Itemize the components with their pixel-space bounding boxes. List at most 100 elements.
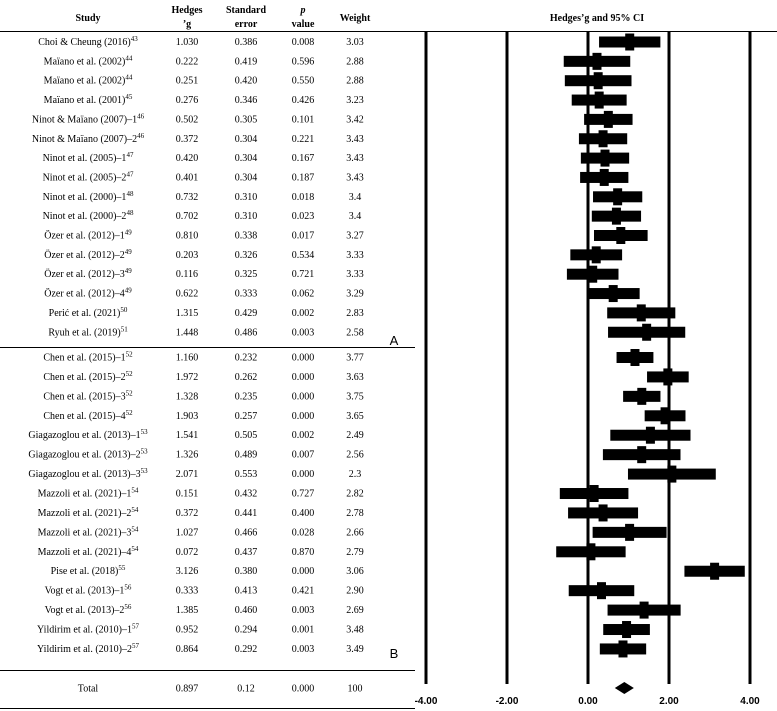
standard-error-value: 0.294: [235, 625, 258, 636]
study-name: Özer et al. (2012)–449: [44, 287, 132, 300]
point-estimate: [618, 640, 628, 658]
weight-value: 3.33: [346, 250, 364, 261]
point-estimate: [637, 387, 647, 405]
weight-value: 3.65: [346, 411, 364, 422]
study-name: Yildirim et al. (2010)–257: [37, 642, 140, 655]
weight-value: 2.69: [346, 605, 364, 616]
standard-error-value: 0.305: [235, 114, 258, 125]
study-reference: 54: [131, 487, 139, 495]
weight-value: 3.29: [346, 289, 364, 300]
hedges-g-value: 0.702: [176, 211, 199, 222]
hedges-g-value: 0.276: [176, 95, 199, 106]
hedges-g-value: 1.385: [176, 605, 199, 616]
header-hedges-g: ’g: [183, 19, 191, 30]
standard-error-value: 0.304: [235, 172, 258, 183]
study-name: Mazzoli et al. (2021)–254: [38, 506, 139, 519]
total-hedges-g: 0.897: [176, 684, 199, 695]
standard-error-value: 0.338: [235, 231, 258, 242]
point-estimate: [663, 368, 673, 386]
weight-value: 2.56: [346, 450, 364, 461]
weight-value: 2.88: [346, 76, 364, 87]
weight-value: 3.49: [346, 644, 364, 655]
study-name: Ryuh et al. (2019)51: [48, 325, 128, 338]
weight-value: 2.58: [346, 327, 364, 338]
standard-error-value: 0.232: [235, 353, 258, 364]
study-name: Chen et al. (2015)–152: [43, 351, 133, 364]
standard-error-value: 0.441: [235, 508, 258, 519]
point-estimate: [598, 504, 608, 522]
weight-value: 2.83: [346, 308, 364, 319]
total-p-value: 0.000: [292, 684, 315, 695]
p-value: 0.400: [292, 508, 315, 519]
study-name: Özer et al. (2012)–349: [44, 267, 132, 280]
weight-value: 3.03: [346, 37, 364, 48]
point-estimate: [642, 323, 652, 341]
x-tick-label: -4.00: [415, 696, 438, 707]
hedges-g-value: 0.401: [176, 172, 199, 183]
study-name: Vogt et al. (2013)–156: [45, 584, 132, 597]
weight-value: 3.63: [346, 372, 364, 383]
hedges-g-value: 0.151: [176, 489, 199, 500]
study-reference: 44: [125, 74, 133, 82]
p-value: 0.000: [292, 469, 315, 480]
standard-error-value: 0.553: [235, 469, 258, 480]
hedges-g-value: 1.160: [176, 353, 199, 364]
study-reference: 53: [141, 428, 149, 436]
header-weight: Weight: [340, 13, 371, 24]
weight-value: 3.43: [346, 172, 364, 183]
hedges-g-value: 0.372: [176, 134, 199, 145]
hedges-g-value: 0.622: [176, 289, 199, 300]
study-reference: 51: [121, 325, 129, 333]
p-value: 0.534: [292, 250, 315, 261]
study-reference: 52: [126, 389, 134, 397]
study-name: Ninot & Maïano (2007)–146: [32, 112, 145, 125]
study-name: Chen et al. (2015)–252: [43, 370, 133, 383]
study-reference: 49: [125, 267, 133, 275]
p-value: 0.870: [292, 547, 315, 558]
p-value: 0.003: [292, 644, 315, 655]
header-p: p: [300, 5, 306, 16]
header-study: Study: [75, 13, 100, 24]
pooled-effect-diamond: [614, 682, 634, 694]
standard-error-value: 0.310: [235, 211, 258, 222]
p-value: 0.721: [292, 269, 315, 280]
study-reference: 43: [131, 35, 139, 43]
total-standard-error: 0.12: [237, 684, 255, 695]
standard-error-value: 0.326: [235, 250, 258, 261]
hedges-g-value: 1.448: [176, 327, 199, 338]
hedges-g-value: 0.116: [176, 269, 198, 280]
point-estimate: [598, 130, 608, 148]
study-name: Perić et al. (2021)50: [49, 306, 128, 319]
p-value: 0.000: [292, 372, 315, 383]
hedges-g-value: 1.030: [176, 37, 199, 48]
x-tick-label: -2.00: [496, 696, 519, 707]
study-name: Maïano et al. (2002)44: [44, 74, 133, 87]
point-estimate: [594, 91, 604, 109]
point-estimate: [639, 601, 649, 619]
point-estimate: [622, 621, 632, 639]
standard-error-value: 0.235: [235, 391, 258, 402]
study-name: Yildirim et al. (2010)–157: [37, 623, 140, 636]
study-name: Pise et al. (2018)55: [51, 564, 126, 577]
study-name: Maïano et al. (2001)45: [44, 93, 133, 106]
study-name: Ninot et al. (2000)–248: [43, 209, 134, 222]
hedges-g-value: 0.420: [176, 153, 199, 164]
study-name: Mazzoli et al. (2021)–354: [38, 525, 139, 538]
hedges-g-value: 1.972: [176, 372, 199, 383]
plot-title: Hedges’g and 95% CI: [550, 13, 644, 24]
study-reference: 56: [124, 584, 132, 592]
p-value: 0.018: [292, 192, 315, 203]
study-reference: 48: [126, 209, 134, 217]
header-standard: Standard: [226, 5, 266, 16]
weight-value: 3.33: [346, 269, 364, 280]
study-name: Mazzoli et al. (2021)–154: [38, 487, 139, 500]
p-value: 0.426: [292, 95, 315, 106]
study-name: Ninot et al. (2005)–147: [43, 151, 134, 164]
group-label-a: A: [390, 333, 399, 348]
p-value: 0.003: [292, 605, 315, 616]
standard-error-value: 0.419: [235, 56, 258, 67]
hedges-g-value: 0.810: [176, 231, 199, 242]
p-value: 0.727: [292, 489, 315, 500]
p-value: 0.017: [292, 231, 315, 242]
study-reference: 54: [131, 506, 139, 514]
